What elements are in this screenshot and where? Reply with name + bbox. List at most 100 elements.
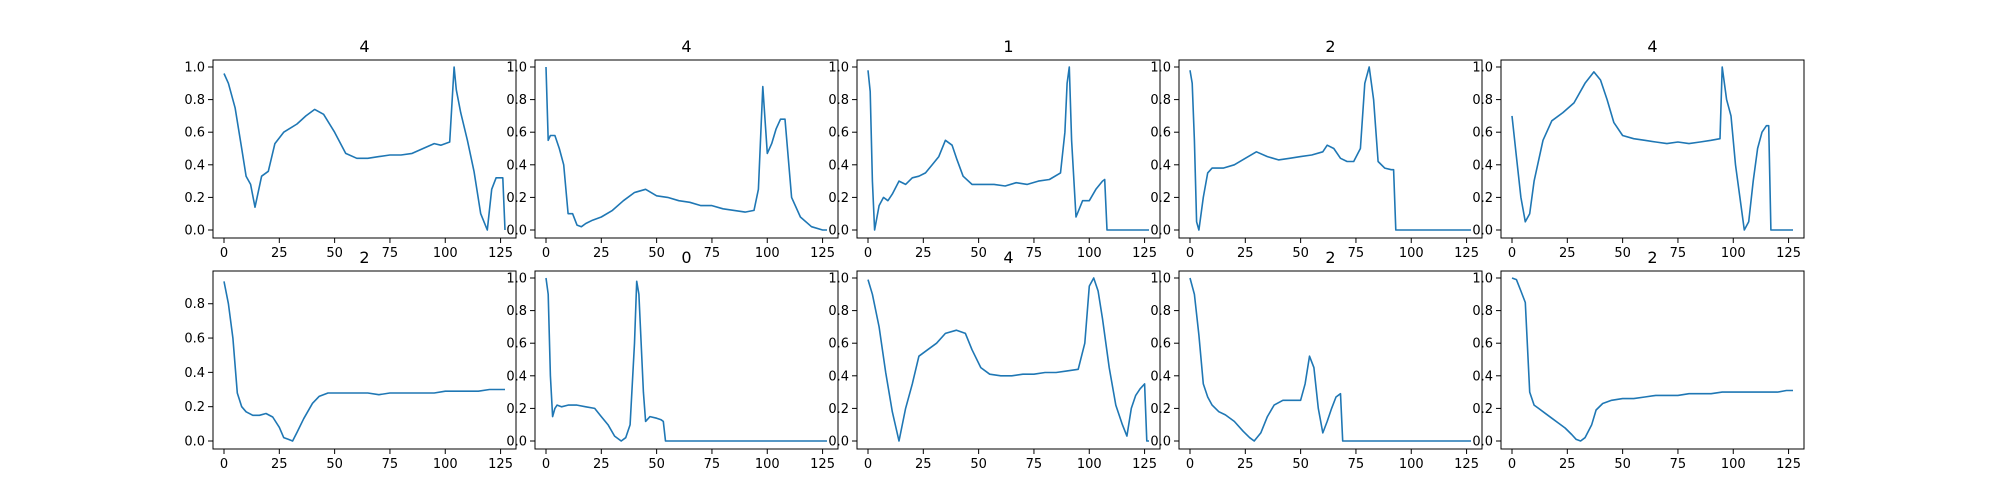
y-tick-label: 0.8	[828, 93, 849, 108]
y-tick-label: 0.0	[828, 224, 849, 239]
x-tick-label: 25	[915, 246, 932, 261]
axes-frame	[856, 59, 1161, 239]
x-tick-label: 25	[1237, 246, 1254, 261]
y-tick-label: 0.8	[828, 304, 849, 319]
x-tick-label: 125	[1132, 246, 1157, 261]
y-tick-label: 1.0	[506, 61, 527, 76]
subplot-title: 4	[1003, 248, 1013, 267]
y-tick-label: 0.4	[1472, 369, 1493, 384]
x-tick-label: 50	[648, 457, 665, 472]
subplot-title: 4	[1647, 37, 1657, 56]
series-line	[867, 277, 1149, 442]
x-tick-label: 100	[433, 457, 458, 472]
x-tick-label: 100	[1721, 457, 1746, 472]
x-tick-label: 100	[1077, 457, 1102, 472]
y-tick-label: 0.2	[828, 402, 849, 417]
subplot-6: 2 0 25 50 75 100 125 0.0 0.2 0.4 0.6 0.8	[184, 248, 517, 472]
axes-frame	[534, 270, 839, 450]
y-tick-label: 0.8	[1472, 93, 1493, 108]
y-tick-label: 1.0	[828, 61, 849, 76]
subplot-title: 0	[681, 248, 691, 267]
y-tick-label: 0.8	[1150, 304, 1171, 319]
x-tick-label: 125	[1776, 246, 1801, 261]
x-tick-label: 125	[1454, 457, 1479, 472]
y-tick-label: 0.0	[184, 224, 205, 239]
y-tick-label: 0.4	[1150, 369, 1171, 384]
subplot-title: 2	[1325, 248, 1335, 267]
x-tick-label: 75	[382, 457, 399, 472]
x-tick-label: 75	[1670, 246, 1687, 261]
y-tick-label: 0.8	[1472, 304, 1493, 319]
x-tick-label: 0	[864, 457, 872, 472]
subplot-3: 1 0 25 50 75 100 125 0.0 0.2 0.4 0.6 0.8 1.0	[828, 37, 1161, 261]
axes-frame	[534, 59, 839, 239]
y-tick-label: 1.0	[1150, 61, 1171, 76]
series-line	[1189, 66, 1471, 231]
y-tick-label: 0.4	[828, 158, 849, 173]
subplot-9: 2 0 25 50 75 100 125 0.0 0.2 0.4 0.6 0.8 1.0	[1150, 248, 1483, 472]
y-tick-label: 0.2	[506, 191, 527, 206]
subplot-title: 2	[1325, 37, 1335, 56]
subplot-title: 4	[359, 37, 369, 56]
y-tick-label: 0.4	[1472, 158, 1493, 173]
x-tick-label: 25	[915, 457, 932, 472]
x-tick-label: 50	[1614, 246, 1631, 261]
x-tick-label: 75	[1670, 457, 1687, 472]
x-tick-label: 25	[1237, 457, 1254, 472]
y-tick-label: 0.6	[1150, 337, 1171, 352]
x-tick-label: 50	[1292, 457, 1309, 472]
x-tick-label: 125	[810, 457, 835, 472]
axes-frame	[1500, 270, 1805, 450]
subplot-8: 4 0 25 50 75 100 125 0.0 0.2 0.4 0.6 0.8 1.0	[828, 248, 1161, 472]
axes-frame	[1500, 59, 1805, 239]
y-tick-label: 0.4	[184, 158, 205, 173]
y-tick-label: 0.4	[1150, 158, 1171, 173]
x-tick-label: 25	[1559, 457, 1576, 472]
x-tick-label: 25	[1559, 246, 1576, 261]
series-line	[1189, 277, 1471, 442]
series-line	[1511, 277, 1793, 442]
y-tick-label: 0.8	[184, 297, 205, 312]
y-tick-label: 0.2	[1150, 191, 1171, 206]
subplot-1: 4 0 25 50 75 100 125 0.0 0.2 0.4 0.6 0.8 1.0	[184, 37, 517, 261]
y-tick-label: 0.6	[828, 337, 849, 352]
y-tick-label: 0.8	[506, 304, 527, 319]
x-tick-label: 50	[1292, 246, 1309, 261]
y-tick-label: 0.6	[506, 337, 527, 352]
y-tick-label: 0.6	[506, 126, 527, 141]
series-line	[545, 277, 827, 442]
x-tick-label: 50	[970, 246, 987, 261]
axes-frame	[1178, 59, 1483, 239]
x-tick-label: 0	[220, 246, 228, 261]
y-tick-label: 0.2	[1472, 402, 1493, 417]
series-line	[867, 66, 1149, 231]
x-tick-label: 50	[1614, 457, 1631, 472]
x-tick-label: 0	[542, 457, 550, 472]
y-tick-label: 1.0	[1472, 272, 1493, 287]
y-tick-label: 0.0	[506, 435, 527, 450]
y-tick-label: 0.0	[1472, 224, 1493, 239]
axes-frame	[856, 270, 1161, 450]
y-tick-label: 0.0	[184, 435, 205, 450]
y-tick-label: 0.6	[184, 332, 205, 347]
subplot-5: 4 0 25 50 75 100 125 0.0 0.2 0.4 0.6 0.8 1.0	[1472, 37, 1805, 261]
y-tick-label: 1.0	[828, 272, 849, 287]
y-tick-label: 0.2	[1150, 402, 1171, 417]
y-tick-label: 0.2	[506, 402, 527, 417]
x-tick-label: 0	[1186, 457, 1194, 472]
x-tick-label: 125	[1454, 246, 1479, 261]
x-tick-label: 100	[1399, 457, 1424, 472]
y-tick-label: 0.0	[1472, 435, 1493, 450]
x-tick-label: 100	[1399, 246, 1424, 261]
y-tick-label: 1.0	[1472, 61, 1493, 76]
subplot-2: 4 0 25 50 75 100 125 0.0 0.2 0.4 0.6 0.8 1.0	[506, 37, 839, 261]
x-tick-label: 25	[593, 246, 610, 261]
subplot-7: 0 0 25 50 75 100 125 0.0 0.2 0.4 0.6 0.8 1.0	[506, 248, 839, 472]
subplot-title: 1	[1003, 37, 1013, 56]
y-tick-label: 1.0	[506, 272, 527, 287]
y-tick-label: 0.2	[828, 191, 849, 206]
x-tick-label: 25	[271, 246, 288, 261]
x-tick-label: 75	[382, 246, 399, 261]
x-tick-label: 0	[1508, 246, 1516, 261]
